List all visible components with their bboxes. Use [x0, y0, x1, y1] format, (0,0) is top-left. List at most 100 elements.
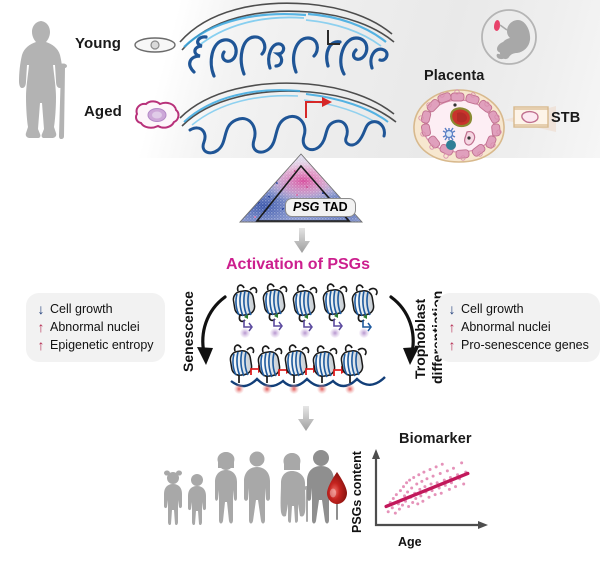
nucleosome-array-active	[229, 344, 386, 394]
arrow-down-to-population	[298, 406, 314, 431]
scatter-point	[427, 495, 431, 499]
scatter-point	[406, 490, 410, 494]
scatter-point	[435, 481, 439, 485]
elderly-person-icon	[19, 21, 67, 139]
arrow-down-icon: ↓	[37, 301, 45, 317]
stb-inset-icon	[513, 106, 549, 128]
arrow-down-icon: ↓	[448, 301, 456, 317]
feature-label: Cell growth	[461, 302, 524, 316]
scatter-point	[394, 493, 398, 497]
scatter-point	[410, 486, 414, 490]
young-label: Young	[75, 35, 122, 52]
scatter-point	[428, 468, 432, 472]
trophoblast-label-line1: Trophoblast	[412, 298, 428, 379]
scatter-point	[420, 479, 424, 483]
scatter-point	[421, 499, 425, 503]
senescence-curved-arrow	[197, 295, 227, 365]
feature-item: ↓ Cell growth	[35, 300, 154, 318]
arrow-down-to-activation	[294, 228, 310, 253]
young-chromatin-icon	[179, 2, 395, 78]
arrow-up-icon: ↑	[37, 337, 45, 353]
psg-tad-label: PSG TAD	[285, 198, 356, 217]
scatter-point	[412, 475, 416, 479]
scatter-point	[462, 482, 466, 486]
aged-cell-icon	[135, 100, 180, 129]
scatter-point	[431, 474, 435, 478]
feature-item: ↑ Abnormal nuclei	[446, 318, 589, 336]
feature-item: ↓ Cell growth	[446, 300, 589, 318]
feature-label: Pro-senescence genes	[461, 338, 589, 352]
scatter-point	[419, 494, 423, 498]
scatter-point	[434, 465, 438, 469]
scatter-point	[405, 481, 409, 485]
scatter-point	[423, 485, 427, 489]
feature-item: ↑ Abnormal nuclei	[35, 318, 154, 336]
chart-ylabel: PSGs content	[350, 451, 364, 533]
scatter-point	[400, 503, 404, 507]
scatter-point	[460, 461, 464, 465]
chart-xlabel: Age	[398, 535, 422, 549]
scatter-point	[451, 466, 455, 470]
feature-item: ↑ Epigenetic entropy	[35, 336, 154, 354]
scatter-point	[386, 510, 390, 514]
scatter-point	[445, 469, 449, 473]
fetus-icon	[481, 9, 537, 65]
scatter-point	[417, 473, 421, 477]
activation-of-psgs-label: Activation of PSGs	[226, 256, 371, 273]
feature-item: ↑ Pro-senescence genes	[446, 336, 589, 354]
scatter-point	[448, 475, 452, 479]
scatter-point	[439, 491, 443, 495]
arrow-up-icon: ↑	[448, 337, 456, 353]
scatter-point	[440, 462, 444, 466]
scatter-point	[454, 485, 458, 489]
population-silhouettes	[164, 450, 341, 526]
scatter-point	[390, 506, 394, 510]
scatter-points	[386, 461, 468, 515]
feature-label: Abnormal nuclei	[461, 320, 551, 334]
scatter-point	[393, 511, 397, 515]
stb-label: STB	[551, 110, 581, 126]
arrow-up-icon: ↑	[37, 319, 45, 335]
trophoblast-feature-box: ↓ Cell growth ↑ Abnormal nuclei ↑ Pro-se…	[437, 293, 600, 362]
feature-label: Cell growth	[50, 302, 113, 316]
chart-plot-area	[372, 449, 488, 529]
y-axis-arrowhead	[372, 449, 380, 459]
trophoblast-curved-arrow	[389, 295, 419, 365]
feature-label: Epigenetic entropy	[50, 338, 154, 352]
blood-drop-icon	[327, 472, 347, 504]
scatter-point	[407, 504, 411, 508]
scatter-point	[397, 507, 401, 511]
young-cell-icon	[134, 37, 176, 53]
scatter-point	[403, 494, 407, 498]
scatter-point	[422, 470, 426, 474]
aged-label: Aged	[84, 103, 122, 120]
aged-chromatin-icon	[179, 82, 397, 155]
scatter-point	[408, 478, 412, 482]
senescence-label: Senescence	[180, 291, 196, 372]
scatter-point	[418, 487, 422, 491]
scatter-point	[414, 497, 418, 501]
scatter-point	[416, 502, 420, 506]
biomarker-chart: PSGs content Age	[350, 447, 492, 552]
scatter-point	[425, 477, 429, 481]
trend-line	[384, 471, 470, 509]
feature-label: Abnormal nuclei	[50, 320, 140, 334]
scatter-point	[415, 482, 419, 486]
scatter-point	[433, 493, 437, 497]
scatter-point	[442, 478, 446, 482]
senescence-feature-box: ↓ Cell growth ↑ Abnormal nuclei ↑ Epigen…	[26, 293, 165, 362]
scatter-point	[429, 482, 433, 486]
scatter-point	[438, 471, 442, 475]
placenta-cross-section-icon	[413, 89, 505, 163]
placenta-label: Placenta	[424, 68, 485, 84]
x-axis-arrowhead	[478, 521, 488, 529]
scatter-point	[437, 486, 441, 490]
scatter-point	[447, 487, 451, 491]
nucleosome-array-repressed	[232, 283, 378, 338]
arrow-up-icon: ↑	[448, 319, 456, 335]
scatter-point	[411, 501, 415, 505]
scatter-point	[402, 485, 405, 489]
chart-title: Biomarker	[399, 431, 472, 447]
scatter-point	[398, 489, 402, 493]
